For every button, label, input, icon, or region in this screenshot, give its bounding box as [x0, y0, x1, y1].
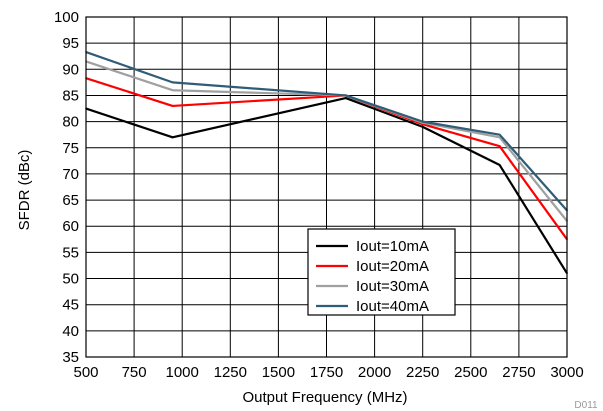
y-tick-label: 80 — [62, 114, 79, 131]
series-line-iout-10ma — [85, 96, 568, 274]
y-tick-label: 60 — [62, 218, 79, 235]
y-axis-label: SFDR (dBc) — [16, 150, 33, 231]
data-point-iout-40ma — [171, 81, 174, 84]
plot-frame — [85, 16, 568, 358]
y-tick-labels: 35 40 45 50 55 60 65 70 75 80 85 90 95 100 — [54, 9, 79, 366]
x-tick-label: 1250 — [214, 364, 247, 381]
data-point-iout-40ma — [421, 120, 424, 123]
y-tick-label: 70 — [62, 166, 79, 183]
y-tick-label: 55 — [62, 244, 79, 261]
legend-label-iout-30ma: Iout=30mA — [356, 278, 429, 295]
x-tick-label: 750 — [122, 364, 147, 381]
x-tick-label: 3000 — [550, 364, 583, 381]
series-line-iout-40ma — [85, 51, 568, 212]
data-point-iout-10ma — [344, 97, 347, 99]
y-tick-label: 50 — [62, 271, 79, 288]
data-point-iout-20ma — [171, 105, 174, 107]
y-tick-label: 95 — [62, 35, 79, 52]
y-tick-label: 85 — [62, 87, 79, 104]
data-point-iout-30ma — [171, 89, 174, 92]
y-tick-label: 45 — [62, 297, 79, 314]
y-tick-label: 100 — [54, 9, 79, 26]
figure-id-watermark: D011 — [574, 400, 598, 411]
data-point-iout-20ma — [498, 145, 501, 147]
y-tick-label: 40 — [62, 323, 79, 340]
data-point-iout-40ma — [344, 94, 347, 97]
data-point-iout-40ma — [498, 133, 501, 136]
legend: Iout=10mA Iout=20mA Iout=30mA Iout=40mA — [307, 228, 456, 316]
y-tick-label: 65 — [62, 192, 79, 209]
x-tick-label: 1500 — [262, 364, 295, 381]
data-point-iout-10ma — [421, 126, 424, 128]
data-point-iout-10ma — [498, 164, 501, 166]
x-tick-label: 1000 — [166, 364, 199, 381]
legend-label-iout-20ma: Iout=20mA — [356, 258, 429, 275]
y-tick-label: 35 — [62, 349, 79, 366]
legend-label-iout-10ma: Iout=10mA — [356, 238, 429, 255]
legend-label-iout-40ma: Iout=40mA — [356, 298, 429, 315]
x-tick-label: 2000 — [358, 364, 391, 381]
series-layer — [85, 51, 568, 275]
data-point-iout-30ma — [498, 136, 501, 139]
legend-box — [307, 228, 456, 316]
x-tick-labels: 500 750 1000 1250 1500 1750 2000 2250 2500 2750 30… — [73, 364, 583, 381]
x-tick-label: 2750 — [502, 364, 535, 381]
data-point-iout-10ma — [171, 136, 174, 139]
x-tick-label: 2250 — [406, 364, 439, 381]
y-tick-label: 75 — [62, 140, 79, 157]
x-tick-label: 500 — [73, 364, 98, 381]
x-tick-label: 2500 — [454, 364, 487, 381]
x-tick-label: 1750 — [310, 364, 343, 381]
x-axis-label: Output Frequency (MHz) — [242, 389, 407, 406]
y-tick-label: 90 — [62, 61, 79, 78]
